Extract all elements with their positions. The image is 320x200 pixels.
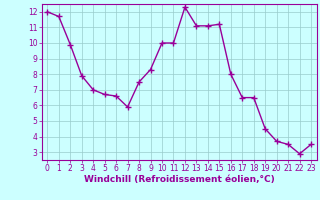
- X-axis label: Windchill (Refroidissement éolien,°C): Windchill (Refroidissement éolien,°C): [84, 175, 275, 184]
